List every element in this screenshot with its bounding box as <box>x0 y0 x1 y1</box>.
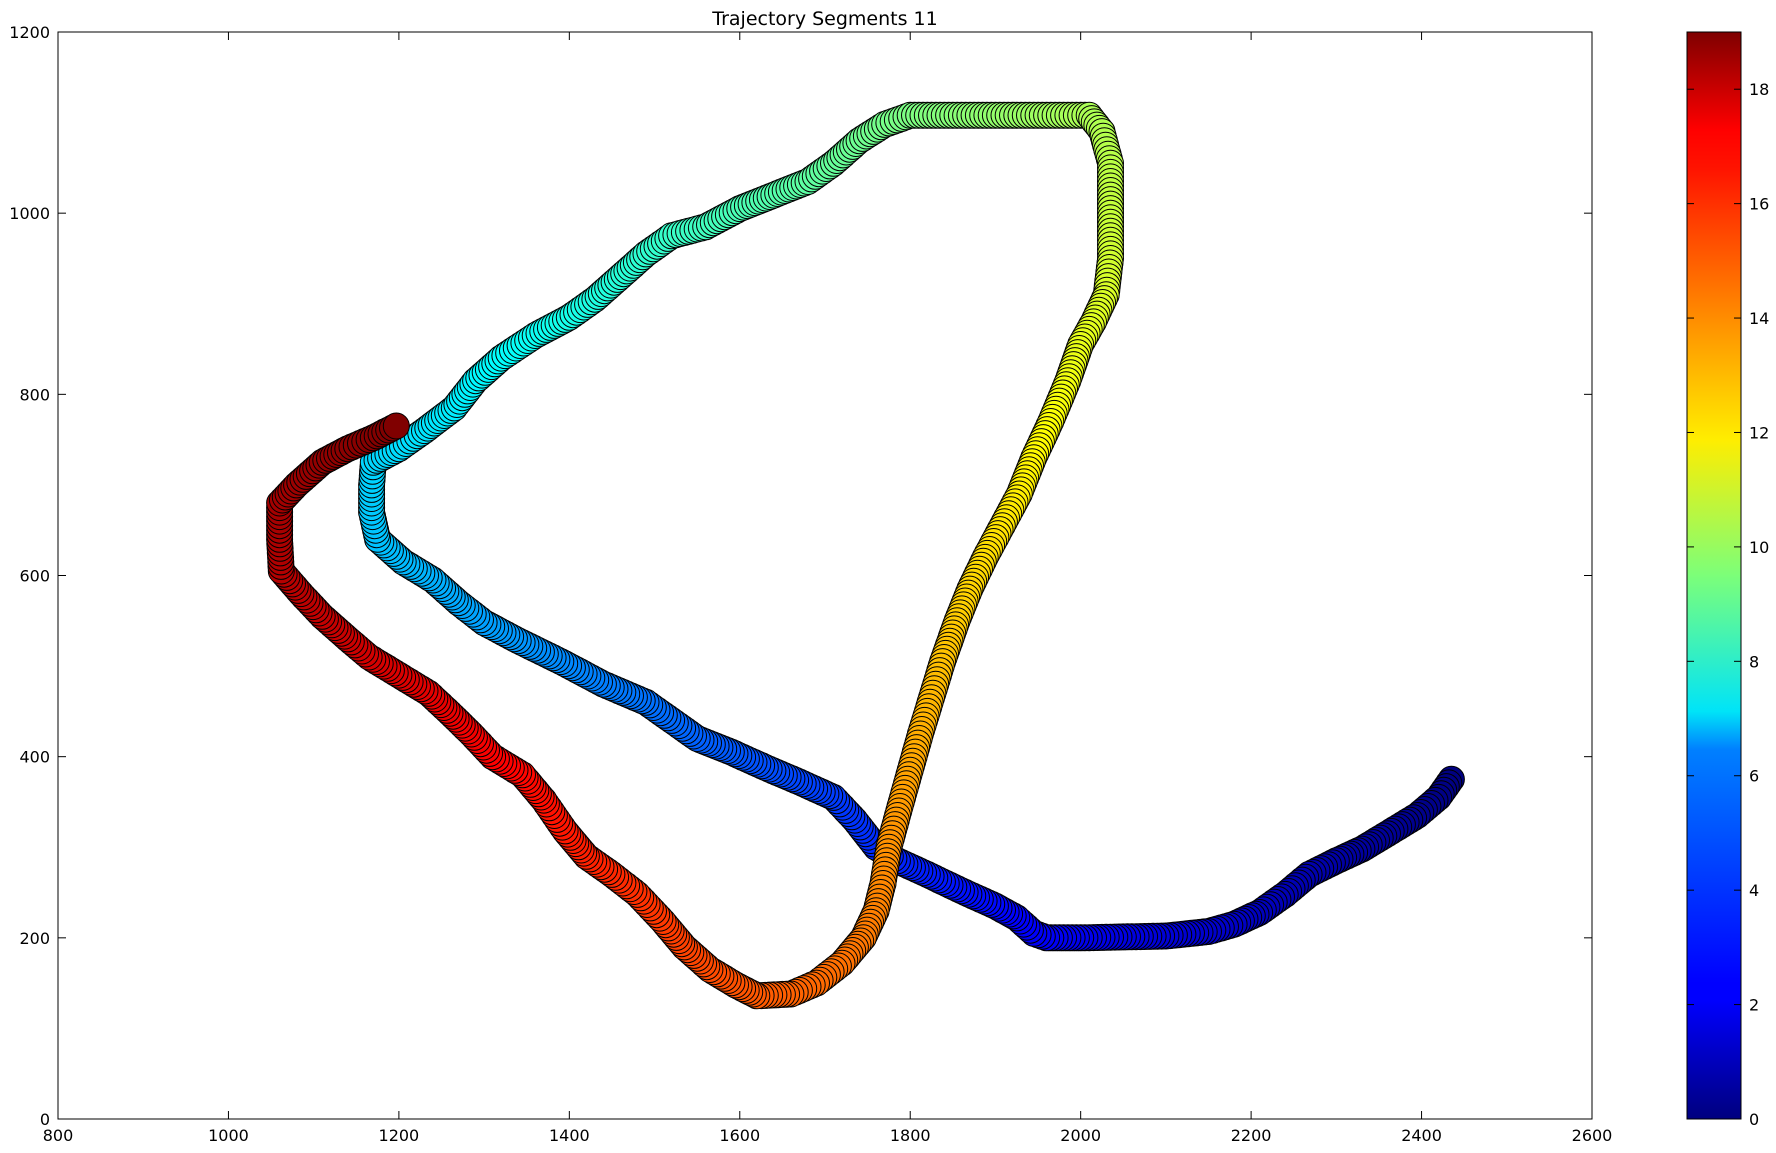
x-tick-label: 1000 <box>208 1126 249 1145</box>
y-tick-label: 600 <box>19 567 50 586</box>
colorbar-axis: 0 2 4 6 8 10 12 14 16 18 <box>1687 80 1769 1129</box>
y-tick-label: 1200 <box>9 23 50 42</box>
colorbar-tick-label: 0 <box>1749 1110 1759 1129</box>
x-tick-label: 2000 <box>1060 1126 1101 1145</box>
colorbar-tick-label: 18 <box>1749 80 1769 99</box>
x-tick-label: 2600 <box>1572 1126 1613 1145</box>
x-tick-label: 2400 <box>1401 1126 1442 1145</box>
colorbar-tick-label: 8 <box>1749 652 1759 671</box>
x-tick-label: 2200 <box>1231 1126 1272 1145</box>
x-tick-label: 1600 <box>719 1126 760 1145</box>
y-tick-label: 800 <box>19 385 50 404</box>
colorbar-tick-label: 12 <box>1749 423 1769 442</box>
y-tick-label: 200 <box>19 929 50 948</box>
colorbar-tick-label: 10 <box>1749 538 1769 557</box>
x-tick-label: 1800 <box>890 1126 931 1145</box>
colorbar-tick-label: 16 <box>1749 195 1769 214</box>
chart-title: Trajectory Segments 11 <box>711 8 937 30</box>
colorbar-tick-label: 14 <box>1749 309 1769 328</box>
x-tick-label: 1200 <box>379 1126 420 1145</box>
x-tick-label: 800 <box>43 1126 74 1145</box>
x-axis: 800 1000 1200 1400 1600 1800 2000 2200 2400 2600 <box>43 32 1613 1145</box>
colorbar <box>1686 31 1742 1120</box>
x-tick-label: 1400 <box>549 1126 590 1145</box>
trajectory-points <box>266 101 1465 1010</box>
colorbar-tick-label: 6 <box>1749 767 1759 786</box>
y-tick-label: 400 <box>19 748 50 767</box>
colorbar-tick-label: 2 <box>1749 996 1759 1015</box>
colorbar-tick-label: 4 <box>1749 881 1759 900</box>
y-tick-label: 0 <box>40 1110 50 1129</box>
y-axis: 0 200 400 600 800 1000 1200 <box>9 23 1592 1129</box>
trajectory-point <box>382 412 410 440</box>
y-tick-label: 1000 <box>9 204 50 223</box>
